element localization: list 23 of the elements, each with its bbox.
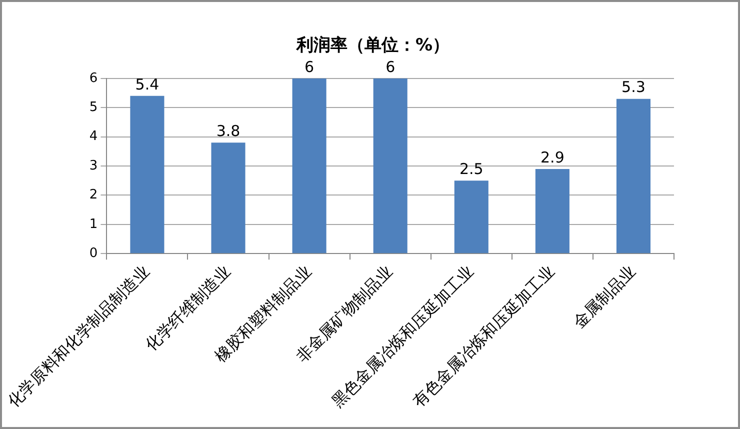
data-label: 5.3 [622, 78, 646, 96]
chart-title: 利润率（单位：%） [295, 36, 450, 56]
data-label: 6 [386, 58, 396, 76]
y-tick-label: 5 [89, 100, 98, 115]
bar [535, 168, 570, 254]
bar [616, 98, 650, 254]
y-tick-label: 6 [89, 70, 98, 86]
data-label: 3.8 [216, 122, 240, 140]
data-label: 6 [304, 58, 314, 76]
bar [454, 180, 488, 254]
y-tick-label: 3 [89, 158, 98, 174]
x-tick-label: 金属制品业 [569, 262, 640, 332]
bar [130, 96, 164, 254]
y-tick-label: 0 [89, 246, 98, 262]
data-label: 2.9 [540, 148, 564, 166]
bar [292, 78, 326, 254]
data-label: 2.5 [459, 160, 484, 178]
bar [373, 78, 408, 254]
bar [211, 142, 246, 254]
data-label: 5.4 [135, 75, 160, 94]
y-tick-label: 1 [89, 216, 98, 232]
y-tick-label: 2 [89, 188, 98, 203]
y-tick-label: 4 [89, 129, 98, 144]
